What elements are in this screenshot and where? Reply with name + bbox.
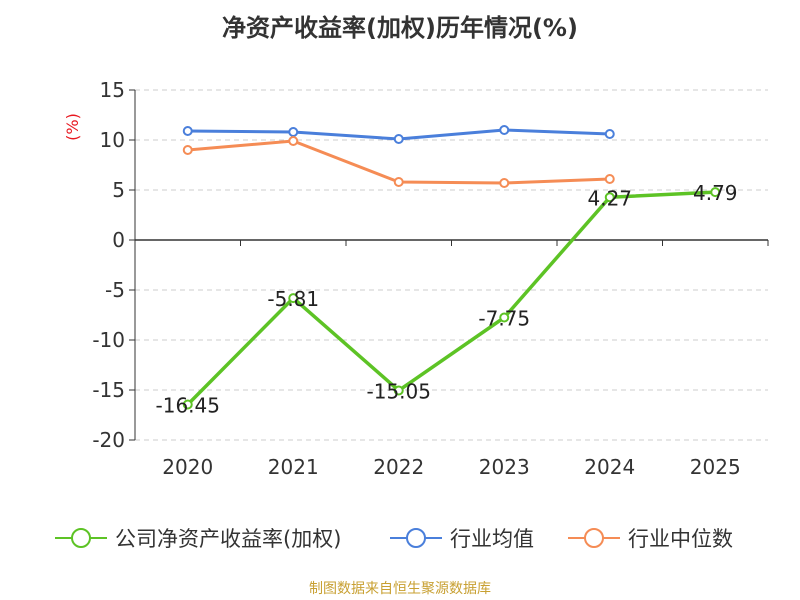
data-label: -5.81 (267, 287, 319, 311)
series-line (186, 190, 716, 406)
legend-label: 行业中位数 (628, 527, 733, 551)
data-point (182, 126, 193, 136)
grid-lines (135, 89, 768, 441)
data-point (393, 385, 404, 396)
data-point (499, 312, 510, 323)
y-tick-label: 15 (100, 78, 125, 102)
data-label: -7.75 (478, 307, 530, 331)
data-label: -15.05 (367, 380, 431, 404)
y-tick-label: -5 (105, 278, 125, 302)
y-tick-label: 10 (100, 128, 125, 152)
x-tick-label: 2025 (690, 455, 741, 479)
series-line (187, 139, 610, 185)
legend-marker (584, 528, 604, 548)
data-label: -16.45 (156, 394, 220, 418)
y-tick-label: 0 (112, 228, 125, 252)
series-lines (182, 125, 721, 410)
data-point (288, 293, 299, 304)
x-tick-label: 2023 (479, 455, 530, 479)
data-point (499, 125, 510, 135)
x-tick-label: 2024 (584, 455, 635, 479)
source-note: 制图数据来自恒生聚源数据库 (309, 581, 491, 597)
y-tick-label: -10 (92, 328, 125, 352)
legend-marker (406, 528, 426, 548)
data-point (288, 136, 299, 146)
x-tick-label: 2021 (268, 455, 319, 479)
data-point (499, 178, 510, 188)
data-point (288, 127, 299, 137)
chart-title: 净资产收益率(加权)历年情况(%) (222, 14, 578, 42)
legend-label: 行业均值 (450, 527, 534, 551)
data-point (604, 192, 615, 203)
data-point (393, 134, 404, 144)
y-tick-label: -15 (92, 378, 125, 402)
data-point (182, 145, 193, 155)
data-labels: -16.45 -5.81 -15.05 -7.75 4.27 4.79 (156, 181, 738, 417)
data-point (604, 174, 615, 184)
axes: 15 10 5 0 -5 -10 -15 -20 2020 2021 2022 2023 2024 202… (63, 78, 769, 479)
x-tick-label: 2022 (373, 455, 424, 479)
legend: 公司净资产收益率(加权) 行业均值 行业中位数 (55, 527, 733, 551)
y-axis-label: (%) (63, 113, 82, 141)
y-tick-label: -20 (92, 428, 125, 452)
legend-label: 公司净资产收益率(加权) (115, 527, 341, 551)
x-tick-label: 2020 (162, 455, 213, 479)
data-point (710, 187, 721, 198)
legend-marker (71, 528, 91, 548)
data-point (604, 129, 615, 139)
data-label: 4.79 (693, 181, 738, 205)
data-label: 4.27 (587, 186, 632, 210)
data-point (182, 399, 193, 410)
y-tick-label: 5 (112, 178, 125, 202)
data-point (393, 177, 404, 187)
